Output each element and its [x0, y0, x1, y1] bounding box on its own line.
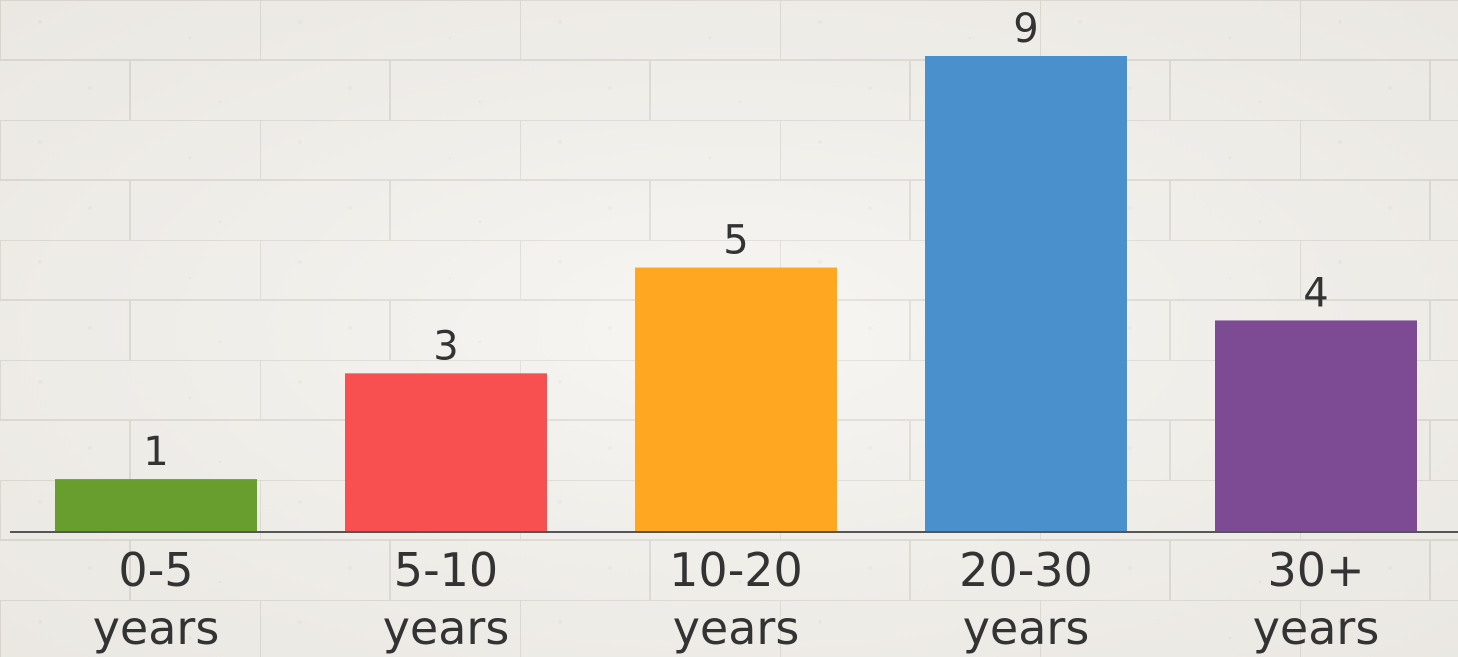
value-label-0-5: 1 — [143, 429, 168, 475]
bar-0-5 — [55, 479, 257, 532]
value-labels-layer: 1 3 5 9 4 — [143, 6, 1328, 475]
category-label-20-30: 20-30 years — [959, 543, 1093, 655]
bar-5-10 — [345, 373, 547, 532]
bar-30plus — [1215, 320, 1417, 532]
category-label-5-10: 5-10 years — [383, 543, 510, 655]
category-label-30plus: 30+ years — [1253, 543, 1380, 655]
value-label-10-20: 5 — [723, 218, 748, 264]
bar-20-30 — [925, 56, 1127, 532]
bars-layer — [55, 56, 1417, 532]
value-label-20-30: 9 — [1013, 6, 1038, 52]
value-label-30plus: 4 — [1303, 270, 1328, 316]
category-labels-layer: 0-5 years 5-10 years 10-20 years 20-30 years 30+… — [93, 543, 1380, 655]
category-label-10-20: 10-20 years — [669, 543, 803, 655]
bar-10-20 — [635, 267, 837, 532]
category-label-0-5: 0-5 years — [93, 543, 220, 655]
value-label-5-10: 3 — [433, 323, 458, 369]
